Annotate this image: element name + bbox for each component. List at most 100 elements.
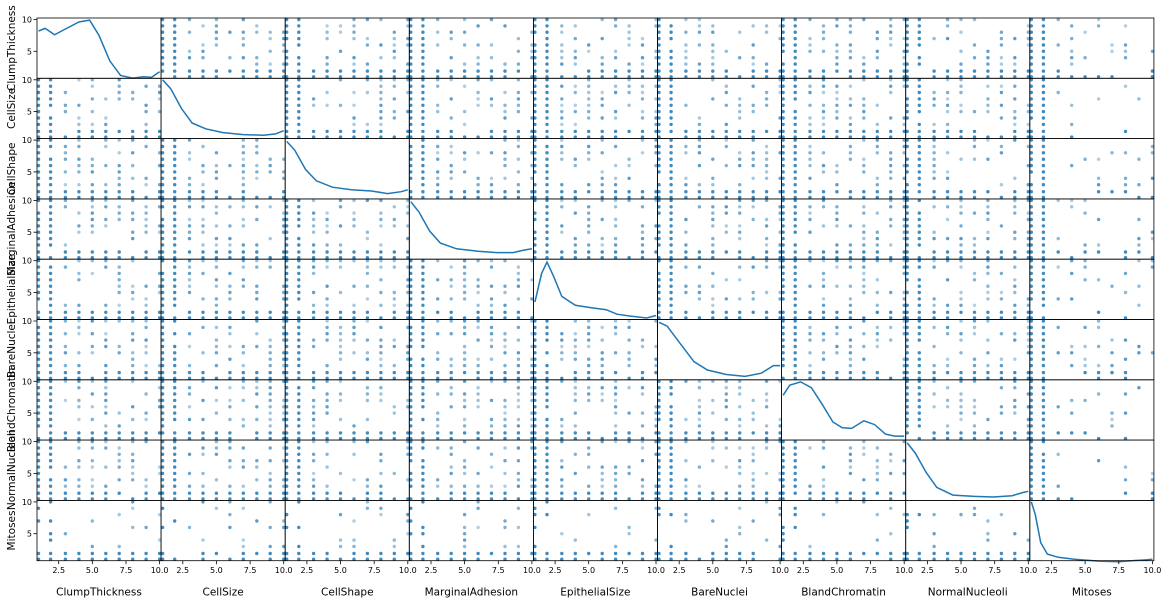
scatter-point — [793, 478, 797, 482]
scatter-point — [875, 151, 879, 155]
scatter-point — [530, 190, 534, 194]
scatter-point — [875, 75, 879, 79]
scatter-point — [764, 431, 769, 435]
scatter-point — [793, 256, 797, 260]
scatter-point — [905, 392, 909, 396]
scatter-point — [173, 230, 177, 234]
scatter-point — [640, 376, 645, 380]
scatter-point — [669, 170, 673, 174]
scatter-point — [311, 316, 316, 320]
kde-line-cellshape — [286, 140, 409, 195]
scatter-point — [654, 75, 658, 79]
scatter-point — [90, 122, 95, 127]
scatter-point — [533, 465, 537, 469]
scatter-point — [684, 69, 688, 73]
scatter-point — [1083, 157, 1087, 161]
scatter-point — [352, 351, 356, 355]
scatter-point — [1026, 332, 1031, 336]
scatter-point — [117, 491, 121, 495]
scatter-point — [711, 129, 715, 134]
scatter-point — [545, 491, 549, 495]
scatter-point — [325, 325, 329, 330]
scatter-point — [476, 56, 480, 60]
scatter-point — [173, 303, 177, 307]
scatter-point — [640, 551, 645, 556]
scatter-point — [187, 405, 192, 409]
scatter-point — [392, 116, 396, 120]
scatter-point — [711, 250, 715, 254]
scatter-point — [764, 62, 769, 66]
scatter-point — [144, 439, 148, 444]
scatter-point — [1056, 43, 1060, 47]
y-axis-label: CellShape — [6, 143, 18, 196]
scatter-point — [1026, 190, 1031, 194]
scatter-point — [848, 265, 853, 269]
scatter-point — [764, 497, 769, 501]
scatter-point — [311, 478, 316, 482]
scatter-point — [409, 436, 413, 441]
scatter-point — [311, 459, 316, 463]
scatter-point — [338, 357, 343, 361]
scatter-point — [449, 195, 453, 200]
scatter-point — [1026, 211, 1031, 215]
scatter-point — [751, 56, 755, 60]
x-axis-label: BareNuclei — [691, 587, 748, 599]
scatter-point — [848, 24, 853, 28]
scatter-point — [228, 491, 232, 495]
scatter-point — [751, 84, 755, 88]
scatter-point — [972, 138, 977, 142]
scatter-point — [406, 284, 410, 288]
scatter-point — [228, 525, 232, 530]
scatter-point — [365, 78, 370, 82]
scatter-point — [764, 265, 769, 269]
scatter-point — [48, 398, 53, 403]
scatter-point — [214, 236, 219, 241]
scatter-point — [1056, 198, 1060, 203]
scatter-point — [379, 471, 383, 476]
subplot-frame — [408, 319, 534, 381]
scatter-point — [449, 36, 453, 41]
scatter-point — [1137, 250, 1141, 254]
scatter-point — [144, 230, 148, 234]
scatter-point — [297, 544, 301, 549]
scatter-point — [530, 344, 534, 349]
scatter-point — [516, 370, 521, 375]
subplot-frame — [905, 77, 1031, 140]
scatter-point — [476, 386, 480, 390]
scatter-point — [917, 303, 921, 307]
y-tick-label: 10 — [22, 317, 32, 326]
subplot-frame — [533, 499, 658, 562]
scatter-point — [406, 90, 410, 95]
scatter-point — [48, 392, 53, 396]
scatter-point — [764, 170, 769, 174]
scatter-point — [352, 224, 356, 228]
scatter-point — [545, 332, 549, 336]
subplot-frame — [36, 77, 162, 140]
scatter-point — [945, 205, 950, 209]
scatter-point — [932, 344, 936, 349]
scatter-point — [905, 205, 909, 209]
scatter-point — [436, 109, 440, 114]
scatter-point — [90, 205, 95, 209]
scatter-point — [808, 332, 812, 336]
scatter-point — [338, 376, 343, 380]
scatter-point — [48, 217, 53, 222]
scatter-point — [131, 478, 135, 482]
scatter-point — [945, 325, 950, 330]
scatter-point — [1083, 370, 1087, 375]
scatter-point — [875, 303, 879, 307]
scatter-point — [352, 62, 356, 66]
scatter-point — [160, 69, 165, 73]
scatter-point — [738, 417, 742, 422]
scatter-point — [821, 122, 826, 127]
scatter-point — [781, 497, 785, 501]
scatter-point — [160, 370, 165, 375]
scatter-point — [1041, 338, 1046, 342]
scatter-point — [1056, 497, 1060, 501]
scatter-point — [654, 405, 658, 409]
scatter-point — [627, 62, 631, 66]
scatter-point — [932, 163, 936, 168]
scatter-point — [778, 243, 782, 247]
scatter-point — [669, 236, 673, 241]
scatter-point — [697, 135, 702, 139]
